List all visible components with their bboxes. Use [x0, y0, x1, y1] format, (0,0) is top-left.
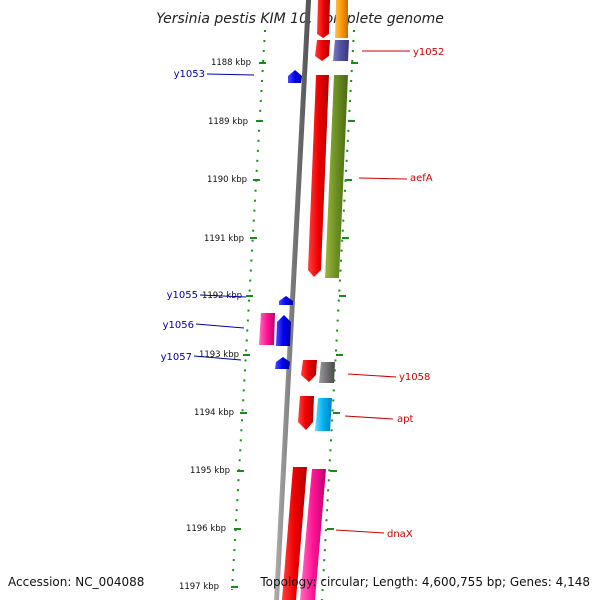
gene-aefA-olive[interactable] — [325, 75, 348, 278]
topology-text: Topology: circular; Length: 4,600,755 bp… — [259, 575, 590, 589]
label-aefA[interactable]: aefA — [410, 173, 433, 184]
tick-label-1194: 1194 kbp — [194, 408, 234, 418]
label-y1052[interactable]: y1052 — [413, 47, 444, 58]
gene-y1058-red[interactable] — [301, 360, 317, 382]
label-y1055[interactable]: y1055 — [167, 290, 198, 301]
leader-aefA — [358, 177, 408, 180]
leader-dnaX — [335, 529, 385, 534]
tick-label-1196: 1196 kbp — [186, 524, 226, 534]
label-y1057[interactable]: y1057 — [161, 352, 192, 363]
map-title: Yersinia pestis KIM 10, complete genome — [156, 11, 444, 27]
label-y1058[interactable]: y1058 — [399, 372, 430, 383]
gene-apt-red[interactable] — [298, 396, 314, 430]
gene-y1058-gray[interactable] — [319, 362, 335, 383]
accession-text: Accession: NC_004088 — [8, 575, 144, 589]
gene-dnaX-red[interactable] — [282, 467, 307, 600]
leader-y1055 — [199, 294, 247, 298]
tick-label-1190: 1190 kbp — [207, 175, 247, 185]
leader-y1058 — [347, 373, 397, 378]
gene-apt-cyan[interactable] — [315, 398, 332, 431]
leader-apt — [344, 415, 394, 420]
tick-label-1195: 1195 kbp — [190, 466, 230, 476]
tick-label-1197: 1197 kbp — [179, 582, 219, 592]
gene-y1056-blue[interactable] — [276, 315, 291, 346]
gene-aefA-red[interactable] — [308, 75, 329, 277]
tick-label-1189: 1189 kbp — [208, 117, 248, 127]
tick-label-1188: 1188 kbp — [211, 58, 251, 68]
tick-marks — [231, 62, 358, 588]
gene-top-orange[interactable] — [335, 0, 348, 38]
gene-dnaX-magenta[interactable] — [300, 469, 326, 600]
leader-y1053 — [206, 73, 255, 76]
genome-backbone — [274, 0, 311, 600]
gene-y1057-blue[interactable] — [275, 357, 290, 369]
leader-y1057 — [193, 355, 242, 361]
label-y1053[interactable]: y1053 — [174, 69, 205, 80]
gene-y1055-blue[interactable] — [279, 296, 293, 305]
label-y1056[interactable]: y1056 — [163, 320, 194, 331]
gene-top-red[interactable] — [317, 0, 330, 38]
gene-y1056-magenta[interactable] — [259, 313, 275, 345]
gene-y1053-blue[interactable] — [288, 70, 302, 83]
gene-y1052-slate[interactable] — [333, 40, 349, 61]
label-dnaX[interactable]: dnaX — [387, 529, 413, 540]
label-apt[interactable]: apt — [397, 414, 413, 425]
left-axis-line — [231, 29, 266, 591]
tick-label-1193: 1193 kbp — [199, 350, 239, 360]
gene-y1052-red[interactable] — [315, 40, 330, 61]
tick-label-1191: 1191 kbp — [204, 234, 244, 244]
leader-y1056 — [195, 323, 245, 329]
